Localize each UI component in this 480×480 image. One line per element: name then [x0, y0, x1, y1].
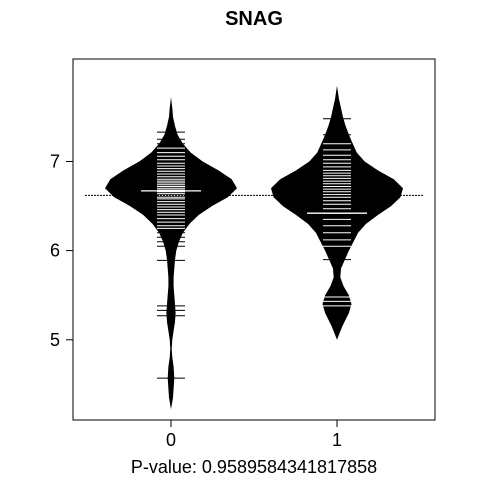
beans-group [105, 85, 403, 410]
x-axis-title: P-value: 0.9589584341817858 [131, 457, 377, 477]
y-tick-label: 6 [50, 241, 60, 261]
bean-shape [105, 97, 237, 410]
y-tick-label: 5 [50, 330, 60, 350]
y-tick-label: 7 [50, 152, 60, 172]
y-ticks-group: 5 6 7 [50, 152, 73, 350]
plot-frame [72, 58, 436, 421]
x-tick-label: 0 [166, 430, 176, 450]
bean-1 [271, 85, 403, 340]
x-tick-label: 1 [332, 430, 342, 450]
chart-title: SNAG [225, 8, 283, 30]
bean-0 [105, 97, 237, 410]
